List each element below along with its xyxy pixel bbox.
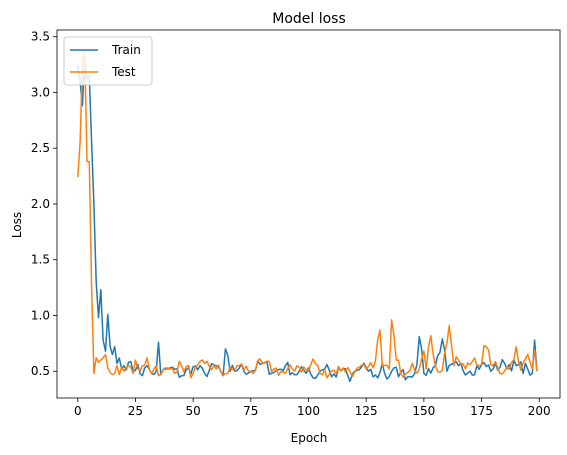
series-line-test — [77, 49, 538, 379]
x-tick-label: 125 — [355, 404, 378, 418]
x-tick-label: 100 — [297, 404, 320, 418]
chart-title: Model loss — [272, 11, 346, 27]
y-axis-label: Loss — [10, 212, 24, 238]
y-tick-label: 2.0 — [31, 197, 50, 211]
x-tick-label: 200 — [528, 404, 551, 418]
y-tick-label: 2.5 — [31, 141, 50, 155]
y-tick-label: 1.5 — [31, 253, 50, 267]
legend-label-test: Test — [111, 65, 136, 79]
y-tick-label: 3.0 — [31, 85, 50, 99]
y-tick-label: 1.0 — [31, 308, 50, 322]
y-tick-label: 3.5 — [31, 30, 50, 44]
x-ticks: 0 25 50 75 100 125 150 175 200 — [74, 398, 551, 418]
series-layer — [77, 49, 538, 383]
x-tick-label: 50 — [185, 404, 200, 418]
x-tick-label: 175 — [470, 404, 493, 418]
legend: Train Test — [63, 36, 153, 86]
x-tick-label: 0 — [74, 404, 82, 418]
x-axis-label: Epoch — [291, 431, 328, 445]
y-tick-label: 0.5 — [31, 364, 50, 378]
x-tick-label: 75 — [243, 404, 258, 418]
y-ticks: 0.5 1.0 1.5 2.0 2.5 3.0 3.5 — [31, 30, 57, 378]
x-tick-label: 25 — [128, 404, 143, 418]
legend-box — [63, 36, 153, 86]
series-line-train — [77, 58, 538, 383]
legend-label-train: Train — [111, 43, 141, 57]
x-tick-label: 150 — [412, 404, 435, 418]
